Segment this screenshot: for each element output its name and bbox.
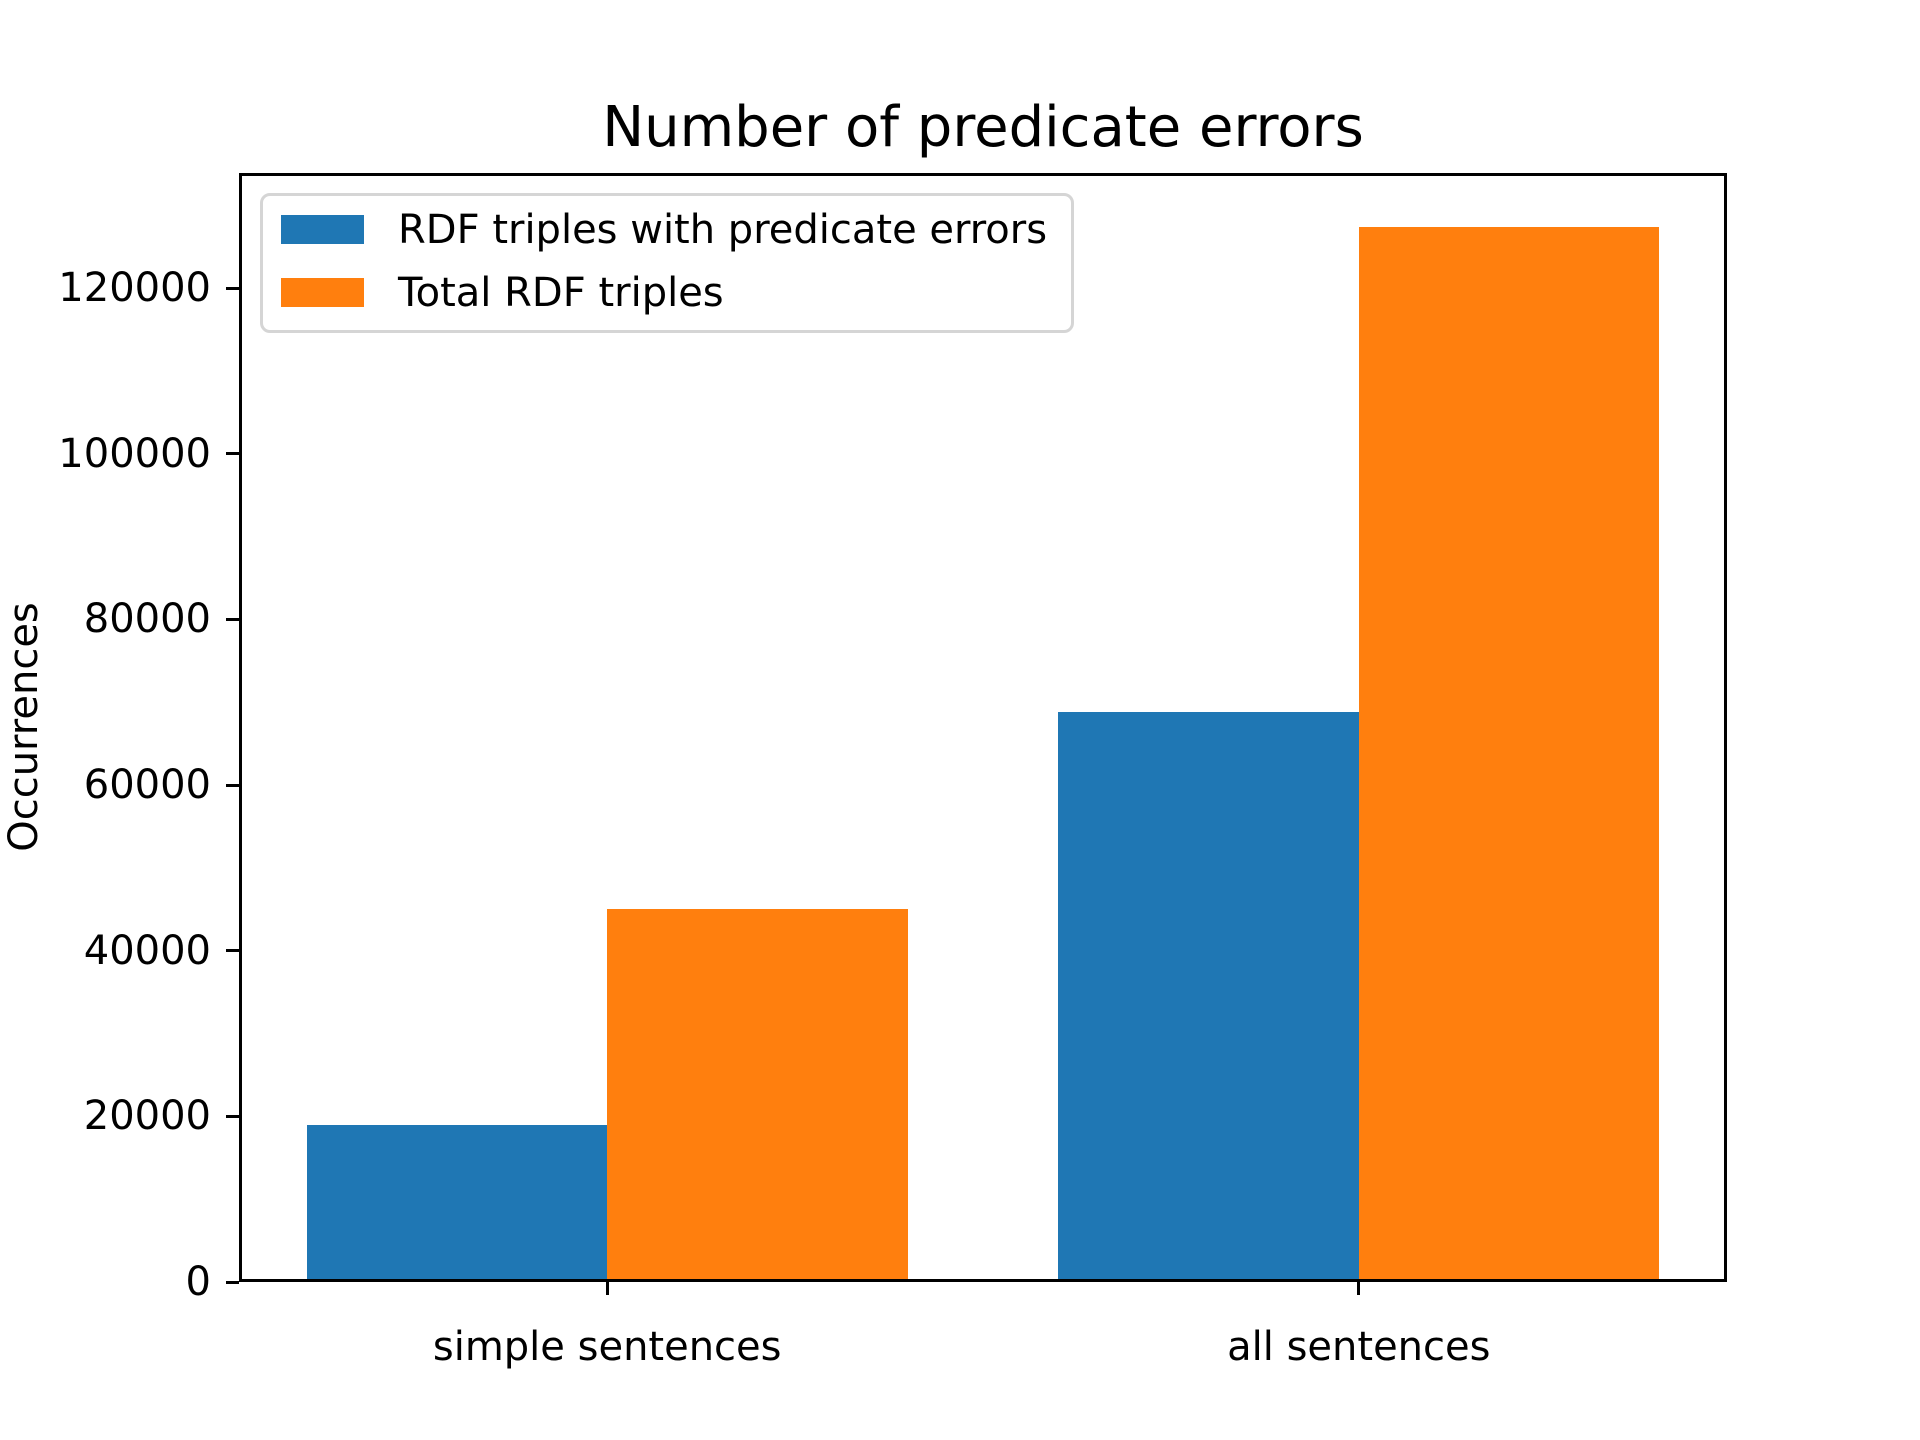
x-tick xyxy=(1357,1282,1361,1295)
y-tick-label: 20000 xyxy=(83,1093,211,1140)
legend-swatch xyxy=(281,278,364,307)
y-tick-label: 40000 xyxy=(83,927,211,974)
legend: RDF triples with predicate errors Total R… xyxy=(260,193,1075,333)
chart-title: Number of predicate errors xyxy=(602,95,1364,160)
legend-swatch xyxy=(281,215,364,244)
x-tick-label-all-sentences: all sentences xyxy=(1227,1324,1491,1370)
x-tick xyxy=(605,1282,609,1295)
y-tick xyxy=(226,286,239,290)
legend-item-rdf-triples-with-predicate-errors: RDF triples with predicate errors xyxy=(281,198,1047,261)
y-tick-label: 60000 xyxy=(83,762,211,809)
y-tick xyxy=(226,949,239,953)
y-tick xyxy=(226,1280,239,1284)
y-tick-label: 120000 xyxy=(58,265,211,312)
legend-label: RDF triples with predicate errors xyxy=(398,206,1048,253)
y-tick xyxy=(226,452,239,456)
y-tick-label: 100000 xyxy=(58,430,211,477)
y-tick xyxy=(226,1114,239,1118)
y-tick-label: 80000 xyxy=(83,596,211,643)
y-tick xyxy=(226,617,239,621)
bar-all-sentences-total-rdf-triples xyxy=(1358,226,1660,1282)
legend-item-total-rdf-triples: Total RDF triples xyxy=(281,261,1047,324)
y-tick xyxy=(226,783,239,787)
legend-label: Total RDF triples xyxy=(398,269,724,316)
bar-all-sentences-rdf-triples-with-predicate-errors xyxy=(1058,712,1359,1282)
bar-simple-sentences-rdf-triples-with-predicate-errors xyxy=(306,1124,608,1282)
y-tick-label: 0 xyxy=(185,1259,211,1305)
bar-simple-sentences-total-rdf-triples xyxy=(607,909,908,1282)
x-tick-label-simple-sentences: simple sentences xyxy=(432,1324,782,1370)
